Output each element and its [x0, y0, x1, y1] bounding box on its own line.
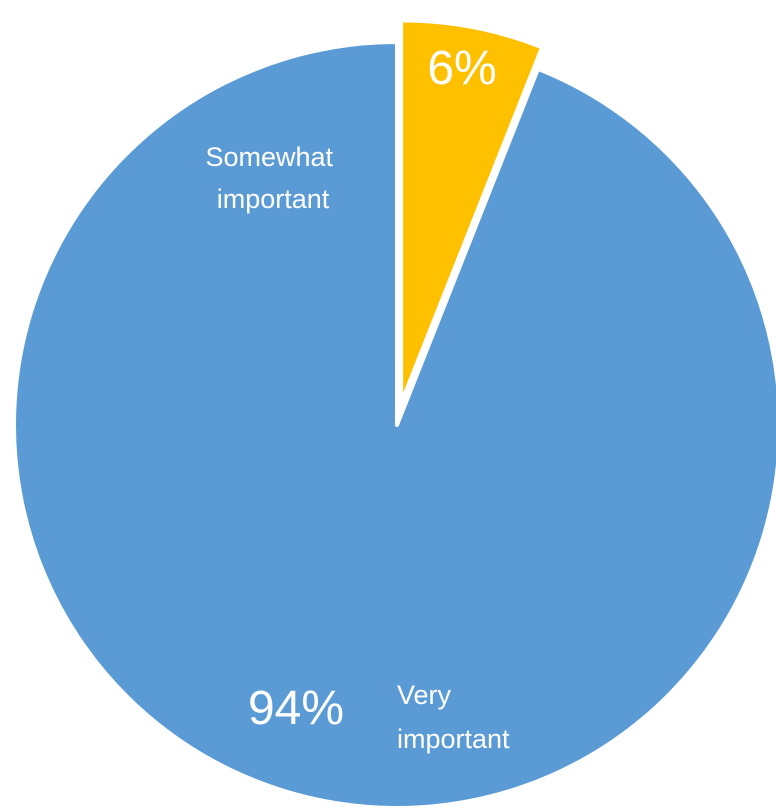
- annotation-somewhat-important-line-1: Somewhat: [205, 142, 333, 172]
- pie-slices: [12, 18, 776, 809]
- slice-value-label-6: 6%: [427, 42, 496, 95]
- pie-slice-6-percent: [399, 18, 545, 406]
- slice-value-label-94: 94%: [248, 682, 344, 735]
- annotation-very-important-line-2: important: [397, 724, 510, 754]
- annotation-somewhat-important: Somewhat important: [205, 142, 340, 214]
- annotation-very-important: Very important: [397, 680, 510, 754]
- annotation-somewhat-important-line-2: important: [217, 184, 330, 214]
- annotation-very-important-line-1: Very: [397, 680, 452, 710]
- pie-slice-94-percent: [12, 40, 776, 809]
